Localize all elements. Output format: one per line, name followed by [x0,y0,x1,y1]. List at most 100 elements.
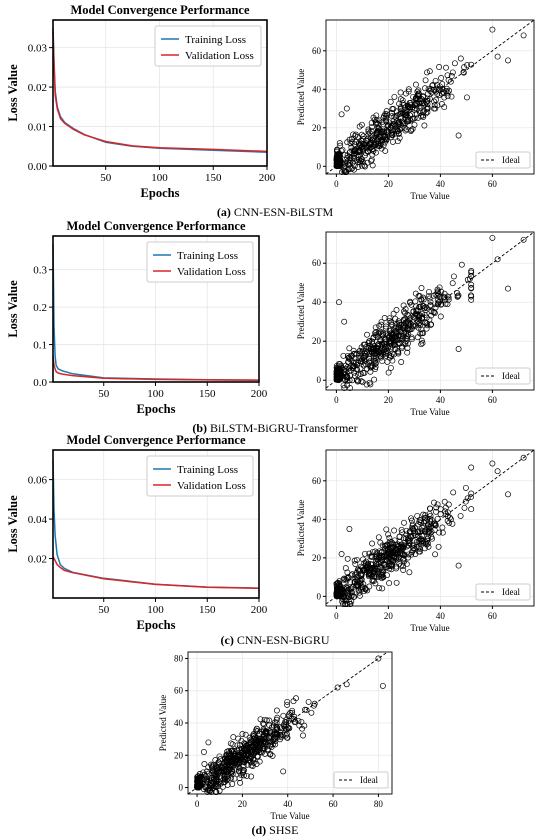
scatter-point [464,495,471,502]
y-tick-label: 60 [312,258,322,268]
scatter-point [457,512,464,519]
x-axis-label: True Value [410,191,449,201]
chart-title: Model Convergence Performance [70,3,250,17]
x-tick-label: 0 [334,395,339,405]
scatter-point [401,519,407,526]
scatter-point [402,315,409,322]
scatter-point [403,111,410,118]
scatter-point [412,105,419,112]
scatter-point [442,504,449,511]
scatter-point [211,782,218,789]
legend-label-training: Training Loss [177,250,238,262]
scatter-point [280,768,287,775]
scatter-point [373,329,380,335]
scatter-point [348,136,355,143]
scatter-point [450,273,457,280]
scatter-point [387,98,394,105]
scatter-point [431,499,437,506]
scatter-point [354,362,360,368]
y-tick-label: 0 [179,783,184,793]
scatter-point [463,94,470,101]
scatter-point [389,543,396,550]
scatter-point [283,731,290,738]
scatter-point [362,550,368,557]
scatter-point [389,357,396,364]
scatter-point [335,593,342,599]
scatter-point [358,162,365,169]
scatter-point [422,77,429,84]
scatter-point [384,358,391,365]
scatter-point [382,135,389,142]
scatter-point [405,551,412,558]
scatter-point [365,128,372,135]
scatter-point [271,719,278,726]
scatter-point [389,132,396,139]
scatter-point [443,85,450,92]
chart-b-scatter: 0 20 40 60 0 20 40 60 True Value Predicted Value I… [296,231,535,417]
scatter-point [365,560,372,567]
scatter-point [216,765,223,772]
scatter-point [434,297,441,304]
scatter-point [392,328,399,335]
scatter-point [371,376,378,383]
scatter-point [413,310,419,317]
scatter-point [421,305,427,312]
scatter-point [300,732,306,739]
scatter-point [423,325,430,332]
x-tick-label: 60 [329,799,339,809]
scatter-point [379,585,386,592]
scatter-point [341,575,347,582]
scatter-point [388,321,395,328]
scatter-point [410,545,417,552]
scatter-point [432,291,439,298]
scatter-point [299,725,306,732]
scatter-point [394,341,401,347]
scatter-point [236,775,243,782]
scatter-point [468,506,475,513]
scatter-point [390,351,397,358]
scatter-point [252,734,259,741]
scatter-point [392,126,399,133]
scatter-point [423,314,430,321]
chart-a-scatter: 0 20 40 60 0 20 40 60 True Value Predicted Value I… [296,19,535,201]
scatter-point [293,695,299,702]
x-tick-label: 100 [151,172,168,184]
scatter-point [386,317,393,324]
legend-label-training: Training Loss [185,34,246,46]
caption-b: (b) BiLSTM-BiGRU-Transformer [192,421,358,435]
scatter-point [346,354,353,361]
scatter-point [335,158,342,165]
scatter-point [444,93,451,100]
scatter-point [415,87,422,94]
scatter-point [455,346,462,352]
scatter-point [505,57,511,64]
x-tick-label: 40 [436,611,446,621]
scatter-point [273,734,280,741]
scatter-point [242,731,249,738]
scatter-point [246,745,253,752]
scatter-point [357,354,364,361]
scatter-point [230,757,237,764]
y-tick-label: 60 [312,476,322,486]
scatter-point [441,94,448,101]
scatter-point [380,329,387,336]
scatter-point [303,706,310,713]
scatter-point [305,698,312,705]
scatter-point [444,89,451,96]
scatter-point [421,545,428,552]
scatter-point [346,368,353,374]
scatter-point [363,560,369,567]
scatter-point [335,581,342,588]
plot-frame [52,235,260,383]
y-axis-label: Predicted Value [158,695,168,752]
scatter-point [221,768,228,775]
scatter-point [413,539,420,545]
scatter-point [236,758,243,765]
scatter-point [436,64,443,70]
scatter-point [374,137,381,144]
scatter-point [427,321,434,328]
scatter-point [384,111,390,118]
x-tick-label: 100 [147,604,164,616]
scatter-point [220,779,227,786]
scatter-point [368,158,375,165]
